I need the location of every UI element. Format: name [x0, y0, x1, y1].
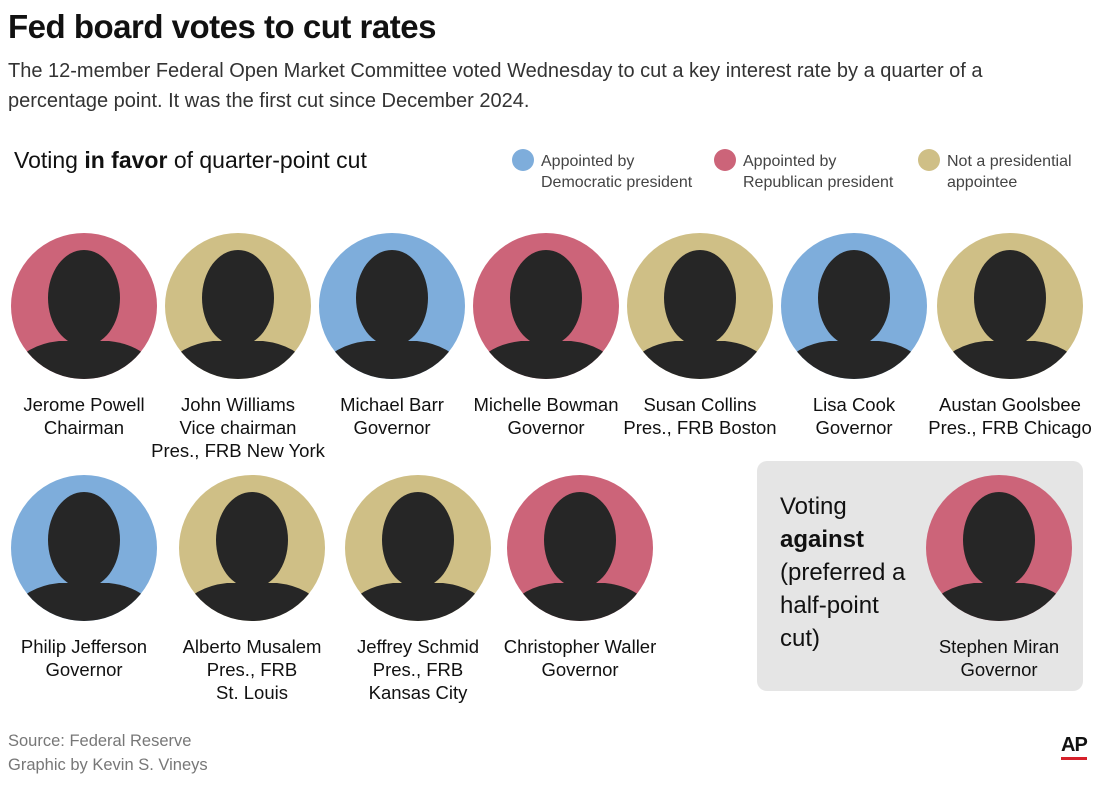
member-role: Chairman — [43, 417, 125, 438]
member-name: Lisa Cook — [812, 394, 896, 415]
member-role: Governor — [815, 417, 893, 438]
member-role: Governor — [353, 417, 431, 438]
heading-text: of quarter-point cut — [173, 147, 367, 173]
member-role: Governor — [960, 659, 1038, 680]
legend-label: Republican president — [743, 174, 894, 191]
member-role: Vice chairman — [179, 417, 297, 438]
member-role: St. Louis — [216, 682, 288, 703]
subtitle: The 12-member Federal Open Market Commit… — [8, 60, 983, 112]
member-role: Governor — [507, 417, 585, 438]
member-name: Jerome Powell — [23, 394, 145, 415]
member-name: Philip Jefferson — [20, 636, 148, 657]
member-role: Pres., FRB Chicago — [928, 417, 1092, 438]
member-name: Jeffrey Schmid — [356, 636, 480, 657]
legend-dot — [714, 149, 736, 171]
source: Source: Federal Reserve — [8, 732, 192, 750]
legend-dot — [918, 149, 940, 171]
legend-label: Not a presidential — [947, 153, 1072, 170]
against-heading: Voting against (preferred a half-point c… — [780, 490, 920, 655]
favor-heading: Voting in favor of quarter-point cut — [14, 147, 367, 174]
legend-label: Appointed by — [541, 153, 635, 170]
member-name: Austan Goolsbee — [939, 394, 1081, 415]
credit: Graphic by Kevin S. Vineys — [8, 756, 208, 774]
title: Fed board votes to cut rates — [8, 8, 436, 45]
member-name: John Williams — [180, 394, 296, 415]
heading-text: Voting — [14, 147, 78, 173]
legend-dot — [512, 149, 534, 171]
heading-bold: in favor — [84, 147, 168, 173]
member-role: Pres., FRB — [206, 659, 298, 680]
member-role: Pres., FRB — [372, 659, 464, 680]
member-role: Pres., FRB Boston — [623, 417, 777, 438]
member-role: Governor — [45, 659, 123, 680]
legend-label: Appointed by — [743, 153, 837, 170]
legend-label: appointee — [947, 174, 1018, 191]
member-role: Governor — [541, 659, 619, 680]
member-name: Alberto Musalem — [182, 636, 322, 657]
member-role: Kansas City — [368, 682, 468, 703]
member-role: Pres., FRB New York — [151, 440, 325, 461]
member-name: Susan Collins — [643, 394, 757, 415]
heading-text: Voting — [780, 493, 847, 520]
heading-text: (preferred a half-point cut) — [780, 559, 906, 652]
logo: AP — [1061, 733, 1088, 760]
member-name: Christopher Waller — [503, 636, 657, 657]
heading-bold: against — [780, 526, 865, 553]
legend-label: Democratic president — [541, 174, 693, 191]
member-name: Stephen Miran — [938, 636, 1060, 657]
member-name: Michael Barr — [340, 394, 444, 415]
member-name: Michelle Bowman — [473, 394, 619, 415]
